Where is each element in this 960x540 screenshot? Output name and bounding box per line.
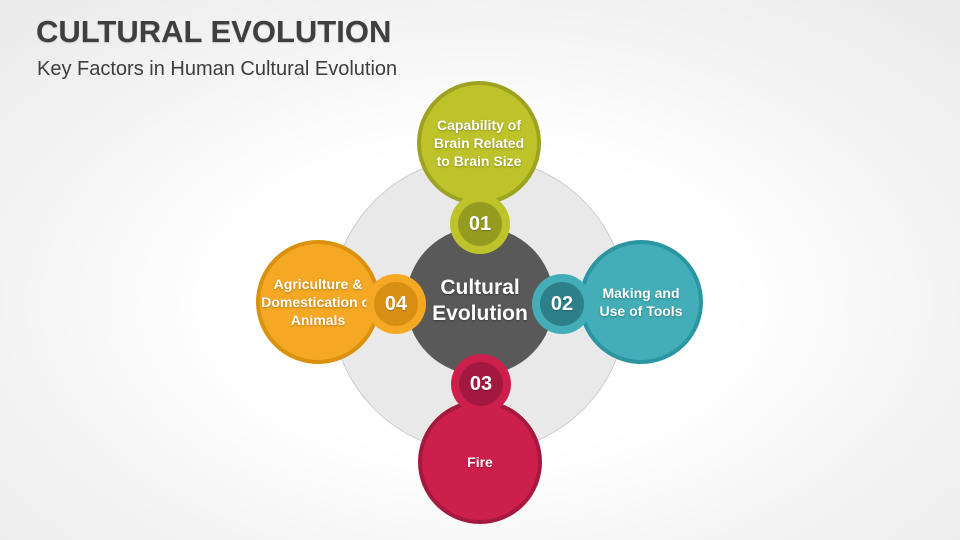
node-brain-badge-number: 01 <box>468 212 492 235</box>
node-brain-badge: 01 <box>458 202 502 246</box>
slide-title: CULTURAL EVOLUTION <box>36 14 392 49</box>
node-fire-badge: 03 <box>459 362 503 406</box>
node-tools-badge: 02 <box>540 282 584 326</box>
node-tools-circle: Making and Use of Tools <box>579 240 703 364</box>
node-fire-label: Fire <box>467 454 493 470</box>
node-tools-badge-number: 02 <box>550 292 574 315</box>
node-brain-circle: Capability of Brain Related to Brain Siz… <box>417 81 541 205</box>
node-tools-label: Making and Use of Tools <box>599 285 683 319</box>
node-agriculture-badge: 04 <box>374 282 418 326</box>
node-agriculture-badge-number: 04 <box>384 292 408 315</box>
node-agriculture-circle: Agriculture & Domestication of Animals <box>256 240 380 364</box>
node-fire-badge-number: 03 <box>469 372 493 395</box>
node-brain-label: Capability of Brain Related to Brain Siz… <box>433 117 525 169</box>
center-label: Cultural Evolution <box>432 276 528 325</box>
node-fire-circle: Fire <box>418 400 542 524</box>
node-agriculture-label: Agriculture & Domestication of Animals <box>261 276 375 328</box>
slide-subtitle: Key Factors in Human Cultural Evolution <box>37 58 398 80</box>
